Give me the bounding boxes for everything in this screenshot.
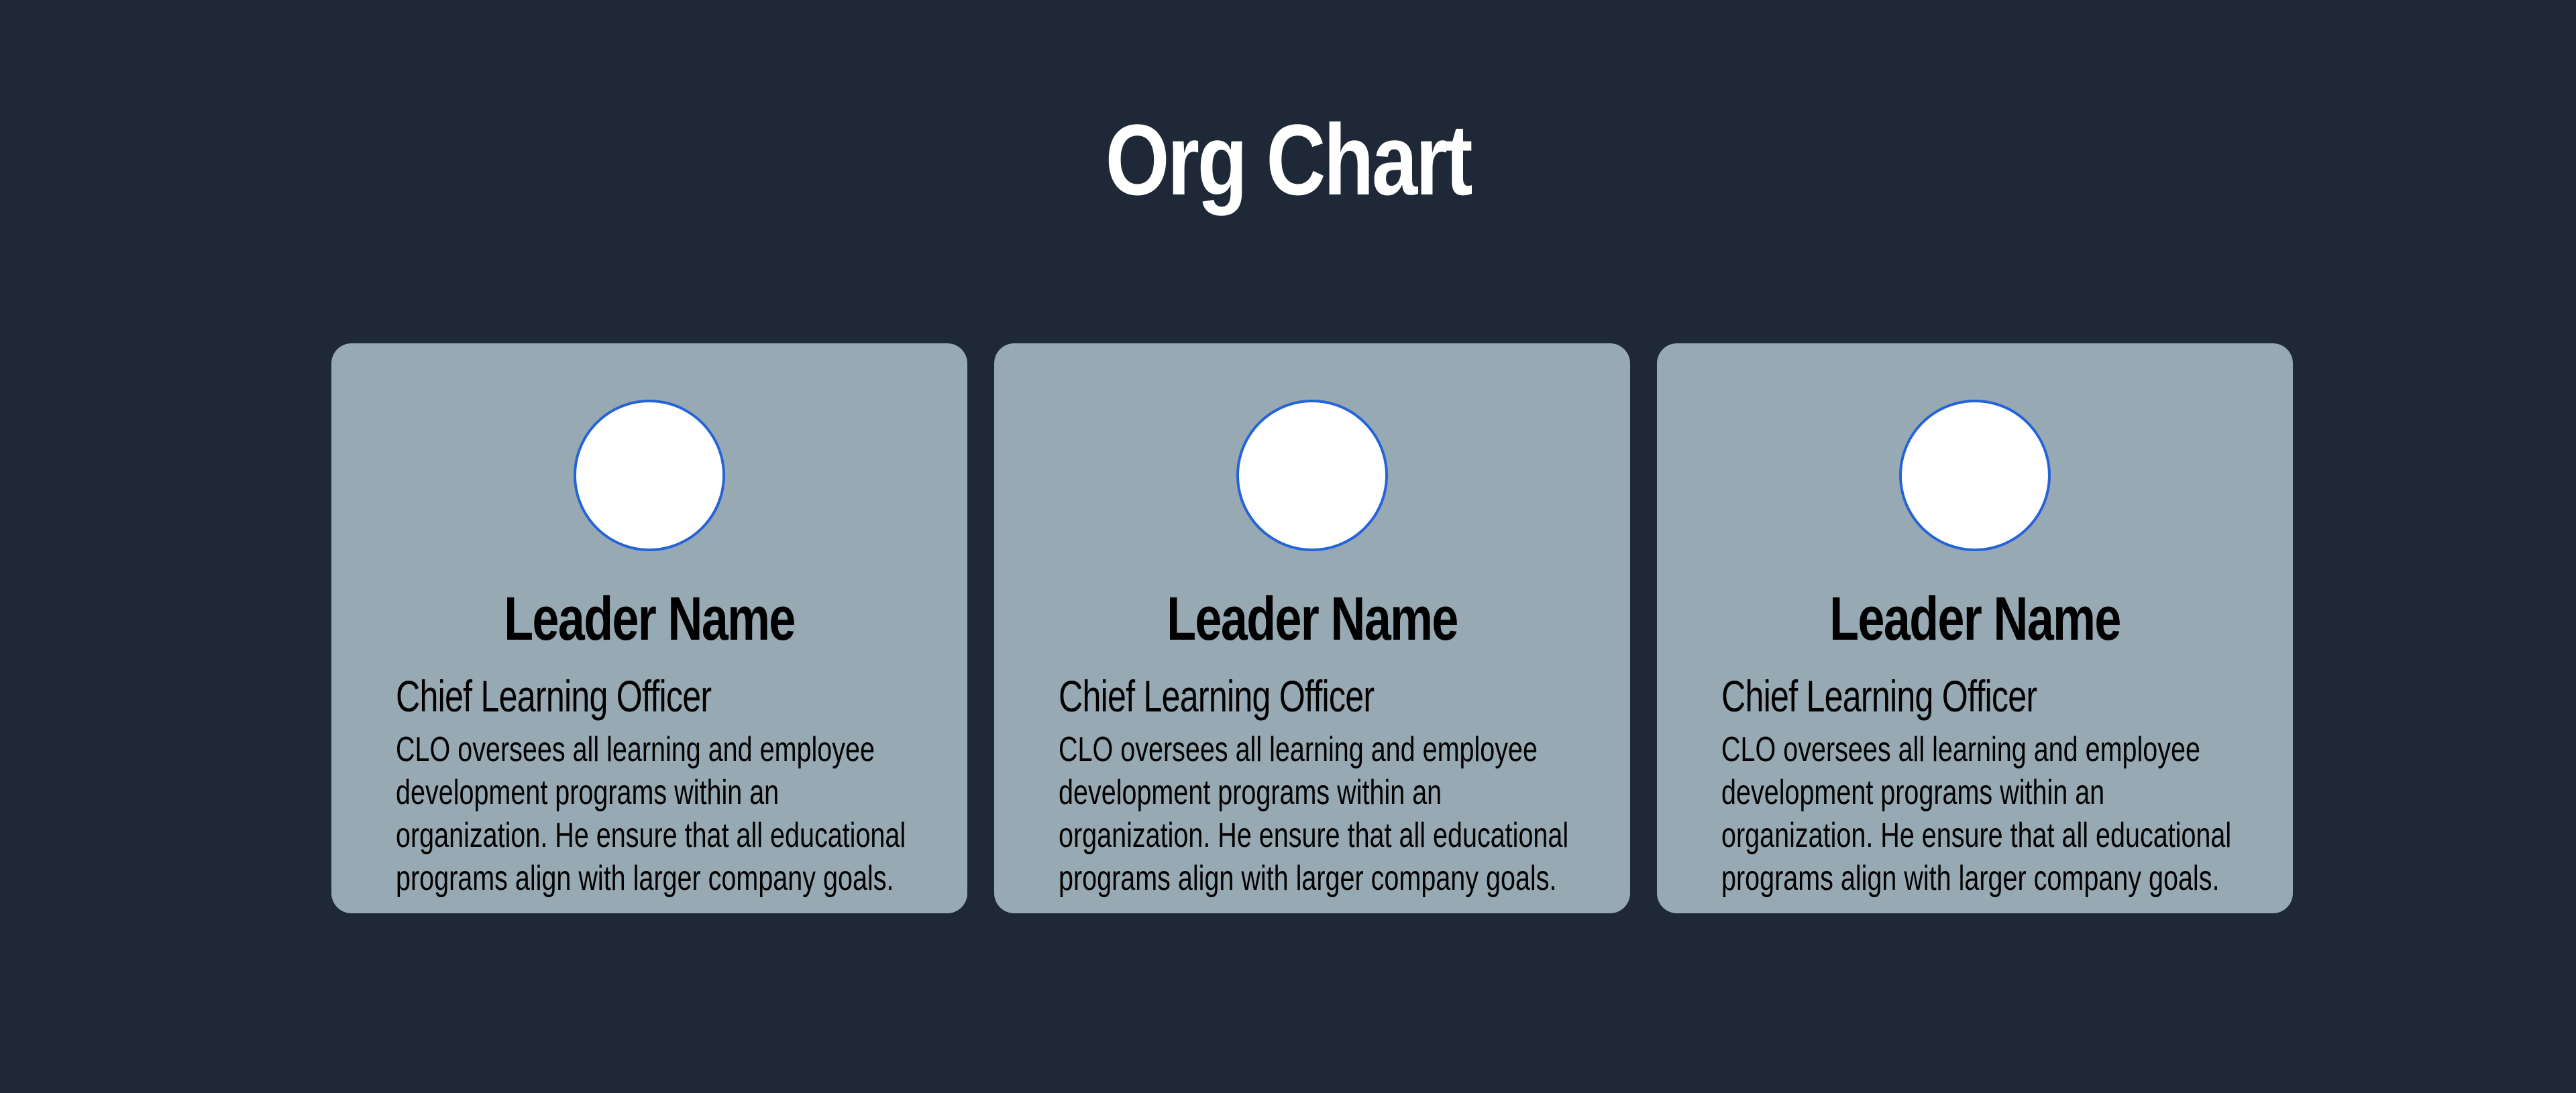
leader-card: Leader Name Chief Learning Officer CLO o… [994, 343, 1630, 913]
leader-name: Leader Name [1829, 585, 2121, 653]
avatar [1236, 400, 1388, 551]
page-title: Org Chart [1105, 103, 1473, 216]
leader-name: Leader Name [1167, 585, 1458, 653]
leader-card: Leader Name Chief Learning Officer CLO o… [331, 343, 967, 913]
leader-card: Leader Name Chief Learning Officer CLO o… [1657, 343, 2293, 913]
leader-role: Chief Learning Officer [1059, 671, 1375, 721]
avatar [1899, 400, 2051, 551]
leader-description: CLO oversees all learning and employee d… [396, 730, 906, 898]
leader-description: CLO oversees all learning and employee d… [1059, 730, 1569, 898]
avatar [574, 400, 725, 551]
leader-description: CLO oversees all learning and employee d… [1721, 730, 2232, 898]
org-chart-cards: Leader Name Chief Learning Officer CLO o… [331, 343, 2293, 913]
leader-name: Leader Name [504, 585, 796, 653]
leader-role: Chief Learning Officer [1721, 671, 2037, 721]
leader-role: Chief Learning Officer [396, 671, 712, 721]
